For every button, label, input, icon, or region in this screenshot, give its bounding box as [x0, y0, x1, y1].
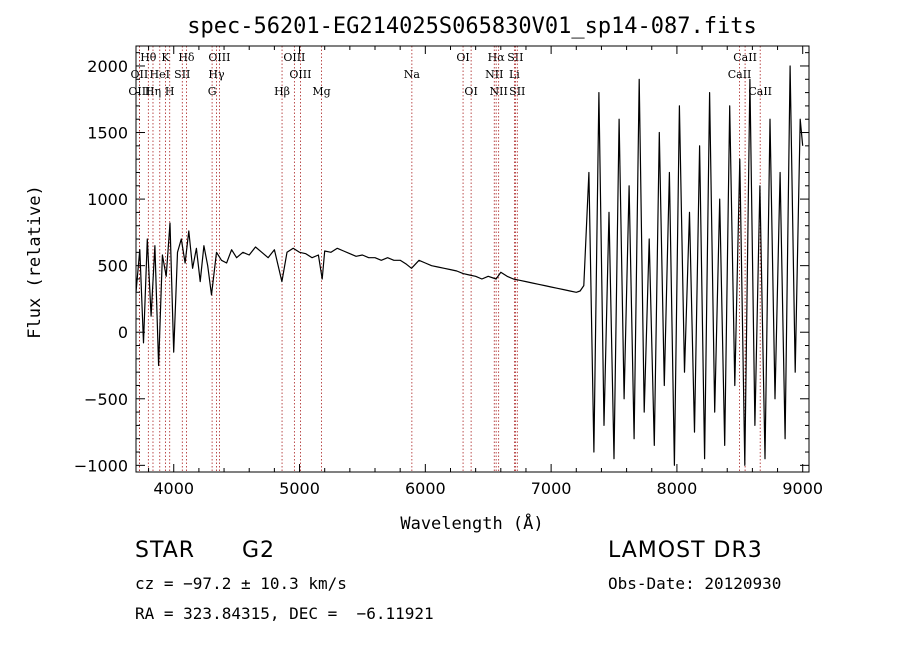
- y-tick-label: 0: [118, 323, 128, 342]
- x-tick-label: 9000: [782, 479, 823, 498]
- line-label: CaII: [748, 85, 772, 98]
- line-label: G: [208, 85, 217, 98]
- x-tick-label: 7000: [531, 479, 572, 498]
- line-label: NII: [490, 85, 508, 98]
- line-label: CaII: [728, 68, 752, 81]
- survey-name: LAMOST DR3: [608, 538, 763, 563]
- line-label: HeI: [150, 68, 170, 81]
- line-label: Hα: [488, 51, 506, 64]
- spectrum-chart: spec-56201-EG214025S065830V01_sp14-087.f…: [25, 14, 823, 534]
- line-label: OI: [456, 51, 469, 64]
- x-tick-label: 4000: [153, 479, 194, 498]
- coordinates-readout: RA = 323.84315, DEC = −6.11921: [135, 604, 434, 623]
- y-tick-label: 2000: [87, 57, 128, 76]
- line-label: Na: [404, 68, 421, 81]
- line-label: Hη: [145, 85, 161, 98]
- line-label: Hθ: [140, 51, 157, 64]
- line-label: Hδ: [178, 51, 195, 64]
- line-label: SII: [509, 85, 525, 98]
- x-tick-label: 5000: [279, 479, 320, 498]
- object-class: STAR: [135, 538, 196, 563]
- line-label: Hβ: [274, 85, 290, 98]
- y-tick-label: −500: [84, 390, 128, 409]
- y-tick-label: 1000: [87, 190, 128, 209]
- spectrum-line: [135, 65, 804, 466]
- line-label: OI: [464, 85, 477, 98]
- line-label: Li: [509, 68, 520, 81]
- line-label: OIII: [289, 68, 311, 81]
- x-tick-label: 8000: [657, 479, 698, 498]
- line-label: SII: [174, 68, 190, 81]
- line-label: H: [165, 85, 175, 98]
- y-tick-label: 500: [97, 257, 128, 276]
- chart-title: spec-56201-EG214025S065830V01_sp14-087.f…: [187, 14, 757, 39]
- line-label: OIII: [128, 85, 150, 98]
- y-axis-label: Flux (relative): [25, 185, 45, 339]
- redshift-readout: cz = −97.2 ± 10.3 km/s: [135, 574, 347, 593]
- line-label: SII: [507, 51, 523, 64]
- line-label: OIII: [283, 51, 305, 64]
- line-label: OIII: [208, 51, 230, 64]
- line-label: CaII: [733, 51, 757, 64]
- y-tick-label: −1000: [74, 456, 128, 475]
- line-label: K: [161, 51, 170, 64]
- x-axis-label: Wavelength (Å): [400, 512, 543, 534]
- plot-frame: [135, 45, 810, 473]
- line-label: Mg: [312, 85, 330, 98]
- line-label: Hγ: [208, 68, 225, 81]
- observation-date: Obs-Date: 20120930: [608, 574, 782, 593]
- line-label: NII: [485, 68, 503, 81]
- y-tick-label: 1500: [87, 124, 128, 143]
- object-subclass: G2: [242, 538, 276, 563]
- x-tick-label: 6000: [405, 479, 446, 498]
